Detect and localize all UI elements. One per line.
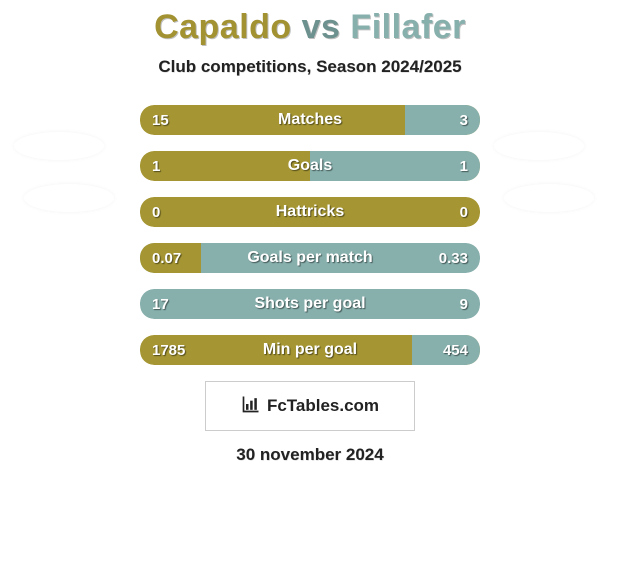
subtitle: Club competitions, Season 2024/2025 bbox=[0, 57, 620, 77]
stat-value-left: 1 bbox=[152, 151, 160, 181]
stat-row: Goals1 1 bbox=[140, 151, 480, 181]
brand-badge: FcTables.com bbox=[205, 381, 415, 431]
stats-chart: Matches15 3 Goals1 1 Hattricks0 0 Goals per ma… bbox=[140, 105, 480, 365]
stat-value-right: 1 bbox=[460, 151, 468, 181]
stat-row: Shots per goal17 9 bbox=[140, 289, 480, 319]
stat-label: Shots per goal bbox=[140, 289, 480, 319]
stat-value-left: 15 bbox=[152, 105, 169, 135]
stat-row: Matches15 3 bbox=[140, 105, 480, 135]
stat-value-right: 454 bbox=[443, 335, 468, 365]
title-sep: vs bbox=[292, 8, 351, 46]
stat-row: Goals per match0.07 0.33 bbox=[140, 243, 480, 273]
stat-value-left: 1785 bbox=[152, 335, 185, 365]
player-logo-placeholder bbox=[24, 184, 114, 212]
stat-label: Matches bbox=[140, 105, 480, 135]
stat-value-right: 0 bbox=[460, 197, 468, 227]
stat-row: Min per goal1785 454 bbox=[140, 335, 480, 365]
stat-value-right: 0.33 bbox=[439, 243, 468, 273]
stat-label: Min per goal bbox=[140, 335, 480, 365]
player-logo-placeholder bbox=[504, 184, 594, 212]
stat-value-right: 3 bbox=[460, 105, 468, 135]
stat-label: Hattricks bbox=[140, 197, 480, 227]
stat-label: Goals per match bbox=[140, 243, 480, 273]
stat-value-left: 17 bbox=[152, 289, 169, 319]
player-logo-placeholder bbox=[494, 132, 584, 160]
stat-value-left: 0.07 bbox=[152, 243, 181, 273]
player-logo-placeholder bbox=[14, 132, 104, 160]
stat-value-left: 0 bbox=[152, 197, 160, 227]
brand-chart-icon bbox=[241, 394, 261, 419]
stat-label: Goals bbox=[140, 151, 480, 181]
title-player-right: Fillafer bbox=[350, 8, 465, 46]
stat-row: Hattricks0 0 bbox=[140, 197, 480, 227]
page-title: Capaldo vs Fillafer bbox=[0, 8, 620, 47]
brand-text: FcTables.com bbox=[267, 396, 379, 416]
snapshot-date: 30 november 2024 bbox=[0, 445, 620, 465]
title-player-left: Capaldo bbox=[154, 8, 292, 46]
stat-value-right: 9 bbox=[460, 289, 468, 319]
